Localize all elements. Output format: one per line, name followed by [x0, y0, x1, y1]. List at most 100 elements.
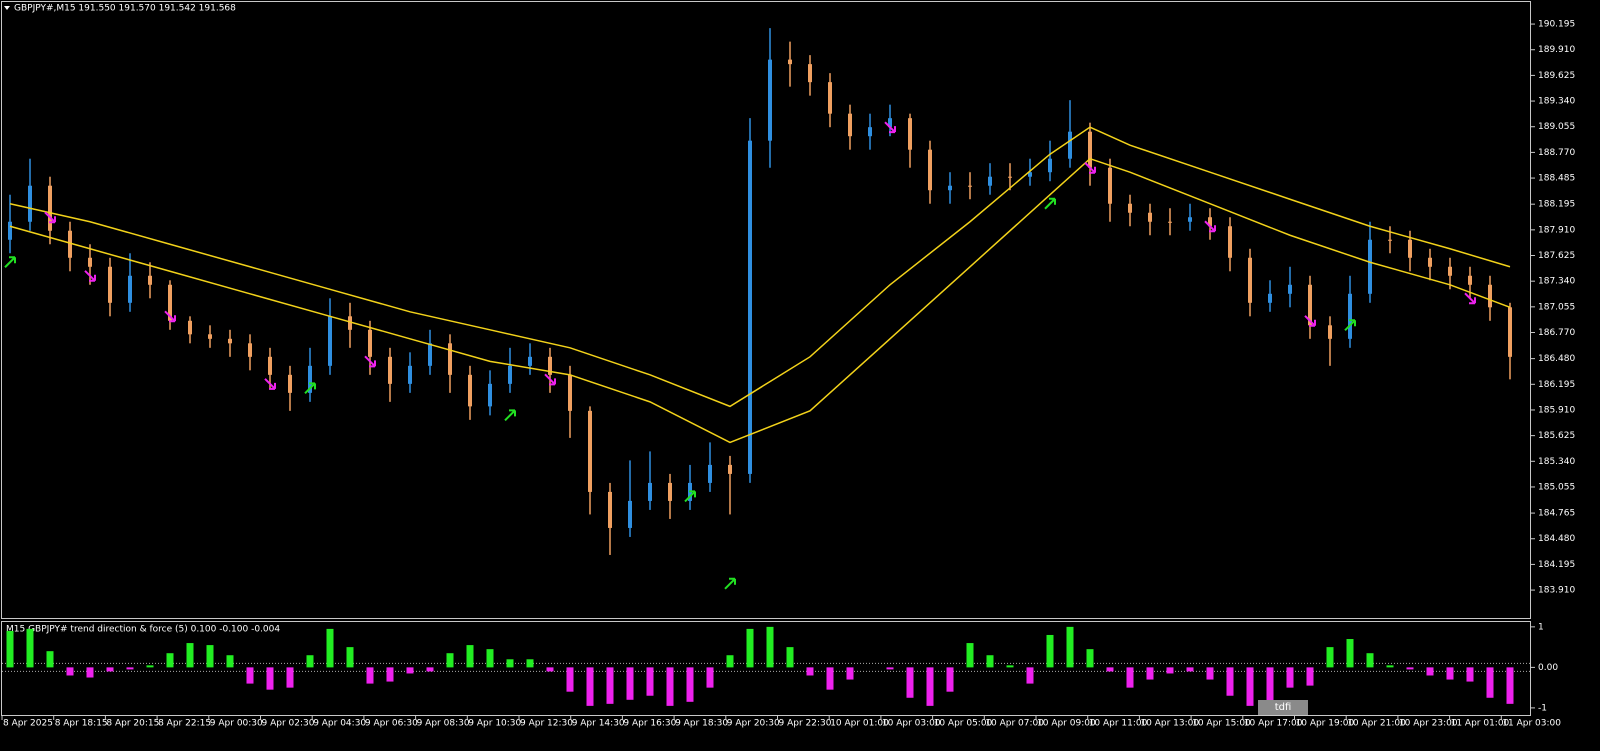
tdfi-button[interactable]: tdfi: [1258, 700, 1308, 715]
x-tick-label: 10 Apr 03:00: [882, 719, 941, 729]
histogram-bar: [786, 647, 794, 668]
histogram-bar: [806, 667, 814, 676]
bar-body: [1268, 293, 1272, 303]
signal-arrow: [684, 490, 696, 503]
y-tick-label: 186.195: [1538, 380, 1575, 390]
bar-body: [1468, 275, 1472, 285]
bar-body: [408, 365, 412, 384]
histogram-bar: [846, 667, 854, 680]
histogram-bar: [6, 630, 14, 668]
y-tick-label: 189.340: [1538, 97, 1575, 107]
signal-arrow: [264, 378, 276, 390]
x-tick-label: 10 Apr 15:00: [1192, 719, 1251, 729]
y-tick-label: 184.765: [1538, 509, 1575, 519]
x-tick-label: 8 Apr 18:15: [55, 719, 108, 729]
y-tick-label: 185.055: [1538, 482, 1575, 492]
y-tick-label: 185.910: [1538, 405, 1575, 415]
bar-body: [1108, 167, 1112, 204]
bar-body: [1388, 239, 1392, 241]
histogram-bar: [1346, 639, 1354, 668]
bar-body: [708, 464, 712, 483]
bar-body: [208, 334, 212, 339]
histogram-bar: [1386, 665, 1394, 668]
histogram-bar: [666, 667, 674, 706]
histogram-bar: [86, 667, 94, 678]
histogram-bar: [1506, 667, 1514, 704]
histogram-bar: [526, 659, 534, 668]
x-tick-label: 10 Apr 07:00: [985, 719, 1044, 729]
histogram-bar: [946, 667, 954, 692]
histogram-bar: [1046, 634, 1054, 668]
histogram-bar: [1246, 667, 1254, 706]
bar-body: [168, 284, 172, 321]
histogram-bar: [1006, 665, 1014, 668]
y-tick-label: 183.910: [1538, 586, 1575, 596]
histogram-bar: [446, 653, 454, 668]
histogram-bar: [566, 667, 574, 692]
indicator-title: M15 GBPJPY# trend direction & force (5) …: [6, 625, 280, 635]
y-tick-label: 185.625: [1538, 431, 1575, 441]
x-tick-label: 10 Apr 21:00: [1347, 719, 1406, 729]
histogram-bar: [546, 667, 554, 672]
y-tick-label: 187.340: [1538, 277, 1575, 287]
signal-arrow: [44, 211, 56, 224]
x-tick-label: 9 Apr 10:30: [468, 719, 521, 729]
histogram-bar: [346, 647, 354, 668]
bar-body: [768, 59, 772, 141]
bar-body: [8, 221, 12, 240]
bar-body: [848, 113, 852, 137]
y-tick-label: 0.00: [1538, 663, 1558, 673]
y-tick-label: 187.625: [1538, 251, 1575, 261]
bar-body: [68, 230, 72, 258]
bar-body: [128, 275, 132, 303]
histogram-bar: [1306, 667, 1314, 686]
signal-arrow: [504, 409, 516, 422]
bar-body: [868, 127, 872, 137]
histogram-bar: [406, 667, 414, 674]
x-tick-label: 10 Apr 11:00: [1089, 719, 1148, 729]
x-tick-label: 9 Apr 08:30: [417, 719, 470, 729]
menu-arrow[interactable]: [4, 6, 10, 10]
histogram-bar: [326, 628, 334, 668]
histogram-bar: [1266, 667, 1274, 704]
histogram-bar: [1026, 667, 1034, 684]
bar-body: [448, 343, 452, 375]
histogram-bar: [1146, 667, 1154, 680]
bar-body: [348, 316, 352, 330]
bar-body: [468, 374, 472, 407]
histogram-bar: [1366, 653, 1374, 668]
signal-arrow: [1464, 292, 1476, 305]
histogram-bar: [226, 655, 234, 668]
y-tick-label: 187.910: [1538, 225, 1575, 235]
signal-arrow: [364, 355, 376, 368]
bar-body: [888, 118, 892, 128]
y-tick-label: 185.340: [1538, 457, 1575, 467]
histogram-bar: [506, 659, 514, 668]
y-tick-label: 1: [1538, 622, 1544, 632]
bar-body: [148, 275, 152, 285]
x-tick-label: 9 Apr 20:30: [727, 719, 780, 729]
bar-body: [508, 365, 512, 384]
histogram-bar: [1466, 667, 1474, 682]
x-tick-label: 9 Apr 16:30: [623, 719, 676, 729]
bar-body: [1188, 217, 1192, 222]
bar-body: [548, 356, 552, 375]
histogram-bar: [266, 667, 274, 690]
y-tick-label: 189.910: [1538, 45, 1575, 55]
histogram-bar: [66, 667, 74, 676]
histogram-bar: [926, 667, 934, 706]
bar-body: [28, 185, 32, 222]
y-tick-label: 187.055: [1538, 302, 1575, 312]
bar-body: [568, 374, 572, 411]
bar-body: [1068, 131, 1072, 159]
histogram-bar: [626, 667, 634, 700]
bar-body: [1228, 226, 1232, 258]
histogram-bar: [1286, 667, 1294, 688]
x-tick-label: 8 Apr 20:15: [106, 719, 159, 729]
histogram-bar: [206, 645, 214, 668]
histogram-bar: [586, 667, 594, 706]
histogram-bar: [146, 665, 154, 668]
bar-body: [108, 266, 112, 303]
bar-body: [1488, 284, 1492, 308]
